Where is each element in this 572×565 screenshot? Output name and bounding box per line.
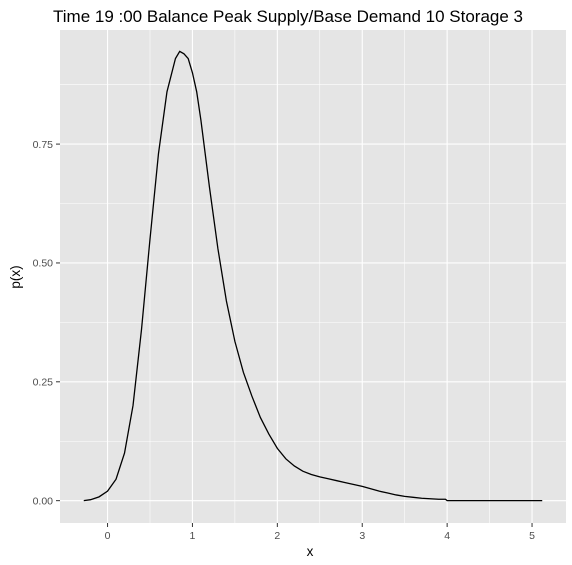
x-tick-label: 5 — [529, 530, 535, 542]
x-tick-label: 1 — [190, 530, 196, 542]
y-tick-label: 0.00 — [33, 495, 54, 507]
x-tick-label: 2 — [274, 530, 280, 542]
y-tick-label: 0.25 — [33, 377, 54, 389]
plot-panel — [60, 30, 566, 523]
y-tick-label: 0.75 — [33, 139, 54, 151]
x-tick-label: 3 — [359, 530, 365, 542]
grid-minor — [60, 30, 566, 523]
density-line — [83, 50, 543, 502]
x-axis-title: x — [307, 544, 314, 559]
grid-major — [60, 30, 566, 523]
x-axis: 0 1 2 3 4 5 — [105, 523, 535, 542]
y-axis: 0.00 0.25 0.50 0.75 — [33, 139, 60, 507]
x-tick-label: 4 — [444, 530, 450, 542]
y-axis-title: p(x) — [8, 265, 23, 288]
chart-title: Time 19 :00 Balance Peak Supply/Base Dem… — [53, 7, 523, 26]
x-tick-label: 0 — [105, 530, 111, 542]
y-tick-label: 0.50 — [33, 258, 54, 270]
